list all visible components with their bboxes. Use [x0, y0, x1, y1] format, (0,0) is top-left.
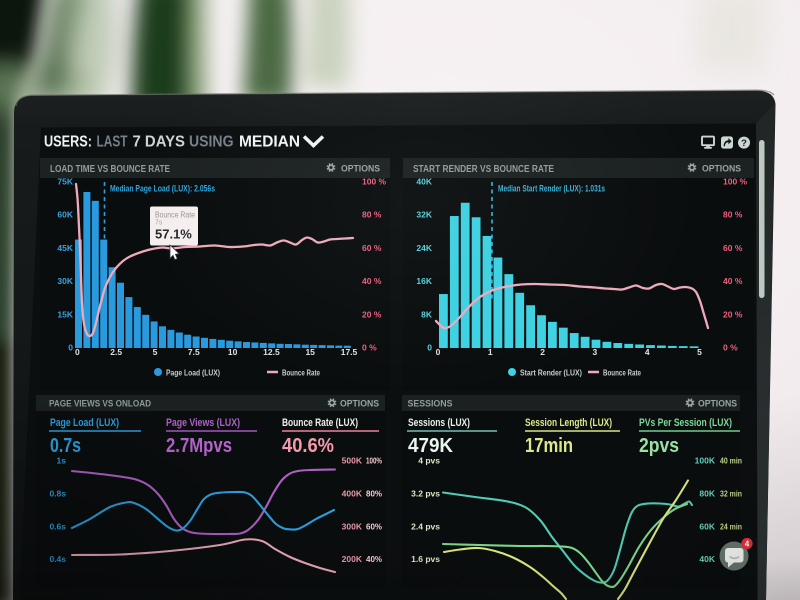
- svg-text:Session Length (LUX): Session Length (LUX): [525, 417, 612, 429]
- svg-text:40K: 40K: [416, 177, 432, 187]
- svg-text:80K: 80K: [699, 489, 715, 499]
- svg-text:75K: 75K: [57, 177, 73, 187]
- svg-text:40.6%: 40.6%: [282, 435, 334, 457]
- svg-text:0: 0: [68, 343, 73, 353]
- svg-text:20 %: 20 %: [723, 309, 743, 319]
- svg-text:0.8s: 0.8s: [49, 489, 66, 499]
- svg-text:Page Load (LUX): Page Load (LUX): [50, 417, 119, 429]
- svg-text:0 %: 0 %: [362, 343, 377, 353]
- svg-text:80%: 80%: [366, 489, 382, 499]
- svg-text:0: 0: [427, 343, 432, 353]
- svg-text:4: 4: [645, 347, 650, 357]
- svg-text:USING: USING: [189, 134, 234, 151]
- svg-text:30K: 30K: [57, 276, 73, 286]
- svg-text:OPTIONS: OPTIONS: [341, 164, 380, 175]
- svg-text:400K: 400K: [342, 489, 363, 499]
- svg-text:4 pvs: 4 pvs: [418, 456, 440, 466]
- svg-text:4: 4: [745, 540, 750, 549]
- svg-text:15: 15: [305, 347, 315, 357]
- svg-text:OPTIONS: OPTIONS: [340, 399, 379, 410]
- svg-text:60 %: 60 %: [362, 243, 382, 253]
- svg-text:Sessions (LUX): Sessions (LUX): [408, 417, 470, 429]
- svg-text:7s: 7s: [155, 220, 163, 227]
- svg-text:100 %: 100 %: [362, 177, 387, 187]
- svg-text:7.5: 7.5: [188, 347, 200, 357]
- svg-text:60%: 60%: [366, 522, 382, 532]
- svg-text:2.5: 2.5: [110, 347, 122, 357]
- svg-text:Median Page Load (LUX): 2.056s: Median Page Load (LUX): 2.056s: [110, 184, 215, 195]
- svg-text:START RENDER VS BOUNCE RATE: START RENDER VS BOUNCE RATE: [413, 164, 554, 175]
- svg-text:Bounce Rate (LUX): Bounce Rate (LUX): [282, 417, 358, 429]
- svg-text:LAST: LAST: [97, 134, 128, 151]
- svg-text:500K: 500K: [342, 456, 363, 466]
- svg-text:17min: 17min: [525, 435, 573, 457]
- svg-text:0.6s: 0.6s: [49, 522, 66, 532]
- svg-text:5: 5: [697, 347, 702, 357]
- svg-text:100%: 100%: [366, 456, 382, 466]
- svg-text:15K: 15K: [57, 309, 73, 319]
- svg-text:479K: 479K: [408, 435, 454, 457]
- svg-text:Median Start Render (LUX): 1.0: Median Start Render (LUX): 1.031s: [498, 184, 605, 195]
- svg-text:80 %: 80 %: [362, 210, 382, 220]
- svg-text:0.4s: 0.4s: [49, 554, 66, 564]
- svg-text:80 %: 80 %: [723, 210, 743, 220]
- svg-text:0 %: 0 %: [723, 343, 738, 353]
- svg-text:LOAD TIME VS BOUNCE RATE: LOAD TIME VS BOUNCE RATE: [50, 164, 170, 175]
- svg-text:60K: 60K: [699, 522, 715, 532]
- svg-text:3: 3: [593, 347, 598, 357]
- svg-text:0: 0: [436, 347, 441, 357]
- svg-text:100 %: 100 %: [723, 177, 748, 187]
- svg-text:300K: 300K: [342, 522, 363, 532]
- svg-text:7 DAYS: 7 DAYS: [133, 134, 186, 151]
- svg-text:2: 2: [540, 347, 545, 357]
- svg-text:0.7s: 0.7s: [50, 435, 81, 457]
- svg-text:10: 10: [228, 347, 238, 357]
- svg-text:3.2 pvs: 3.2 pvs: [411, 489, 440, 499]
- svg-text:40 %: 40 %: [723, 276, 743, 286]
- svg-text:OPTIONS: OPTIONS: [698, 399, 737, 410]
- svg-text:1s: 1s: [57, 456, 67, 466]
- svg-text:24 min: 24 min: [720, 522, 742, 532]
- svg-text:Start Render (LUX): Start Render (LUX): [520, 368, 582, 378]
- svg-text:PVs Per Session (LUX): PVs Per Session (LUX): [639, 417, 732, 429]
- svg-text:40 min: 40 min: [720, 456, 742, 466]
- svg-text:0: 0: [75, 347, 80, 357]
- svg-text:Bounce Rate: Bounce Rate: [603, 368, 641, 378]
- svg-text:USERS:: USERS:: [44, 134, 92, 151]
- svg-text:40%: 40%: [366, 554, 382, 564]
- svg-text:20 %: 20 %: [362, 309, 382, 319]
- svg-text:1: 1: [488, 347, 493, 357]
- svg-text:57.1%: 57.1%: [155, 227, 192, 242]
- svg-text:2.7Mpvs: 2.7Mpvs: [166, 435, 232, 457]
- svg-text:17.5: 17.5: [341, 347, 358, 357]
- svg-text:32 min: 32 min: [720, 489, 742, 499]
- svg-text:OPTIONS: OPTIONS: [702, 164, 741, 175]
- svg-text:16K: 16K: [416, 276, 432, 286]
- svg-text:60K: 60K: [57, 210, 73, 220]
- svg-text:Bounce Rate: Bounce Rate: [282, 368, 320, 378]
- svg-text:8K: 8K: [421, 309, 433, 319]
- svg-text:40 %: 40 %: [362, 276, 382, 286]
- svg-text:100K: 100K: [695, 456, 716, 466]
- svg-text:2.4 pvs: 2.4 pvs: [411, 522, 440, 532]
- svg-text:40K: 40K: [699, 554, 715, 564]
- svg-text:1.6 pvs: 1.6 pvs: [411, 554, 440, 564]
- svg-text:Bounce Rate: Bounce Rate: [155, 211, 195, 220]
- svg-text:2pvs: 2pvs: [639, 435, 679, 457]
- svg-text:200K: 200K: [342, 554, 363, 564]
- svg-text:?: ?: [741, 138, 747, 149]
- svg-text:45K: 45K: [57, 243, 73, 253]
- svg-text:SESSIONS: SESSIONS: [408, 399, 453, 410]
- svg-text:Page Views (LUX): Page Views (LUX): [166, 417, 240, 429]
- svg-text:24K: 24K: [416, 243, 432, 253]
- svg-text:PAGE VIEWS VS ONLOAD: PAGE VIEWS VS ONLOAD: [49, 399, 151, 410]
- svg-text:60 %: 60 %: [723, 243, 743, 253]
- svg-text:5: 5: [153, 347, 158, 357]
- svg-text:32K: 32K: [416, 210, 432, 220]
- svg-text:Page Load (LUX): Page Load (LUX): [166, 368, 220, 378]
- svg-text:12.5: 12.5: [263, 347, 280, 357]
- svg-text:MEDIAN: MEDIAN: [239, 134, 300, 151]
